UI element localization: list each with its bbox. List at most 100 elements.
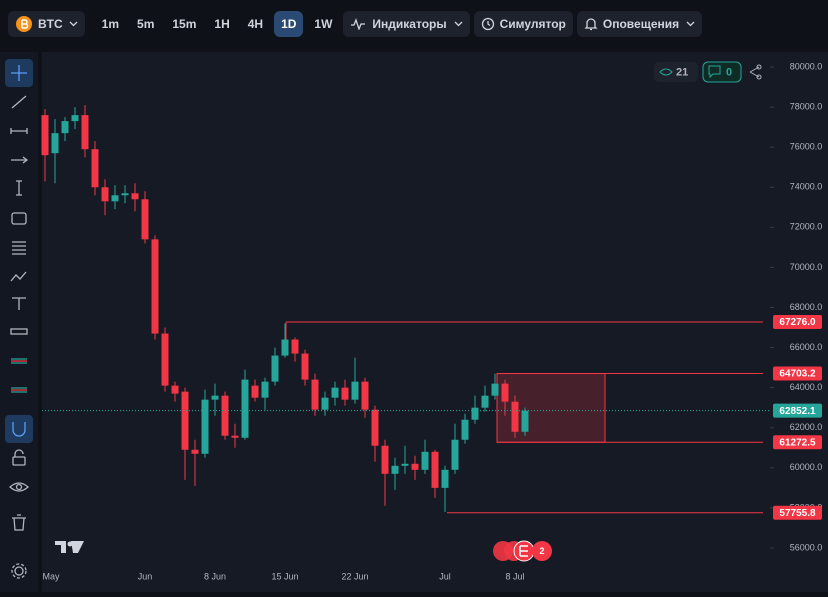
candle-body bbox=[221, 395, 229, 436]
last-price-box bbox=[773, 403, 822, 418]
x-tick-label: May bbox=[42, 571, 60, 581]
candle-body bbox=[311, 379, 319, 410]
y-tick-label: 80000.0 bbox=[790, 61, 823, 71]
tool-icons bbox=[5, 59, 33, 579]
candle-body bbox=[481, 395, 489, 408]
level-label: 67276.0 bbox=[779, 317, 816, 328]
candle-body bbox=[371, 409, 379, 446]
candle-body bbox=[91, 149, 99, 188]
trend-tool bbox=[11, 95, 27, 109]
share-dot bbox=[756, 64, 762, 70]
symbol: BTC bbox=[38, 16, 63, 31]
event-count-badge[interactable] bbox=[532, 541, 552, 561]
candle-body bbox=[81, 115, 89, 150]
candle-body bbox=[61, 121, 69, 134]
candle-body bbox=[281, 339, 289, 356]
interval-button[interactable]: 15m bbox=[172, 16, 197, 31]
candle-body bbox=[271, 355, 279, 382]
indicators-icon bbox=[351, 17, 366, 30]
candle-body bbox=[161, 333, 169, 386]
candle-body bbox=[131, 193, 139, 200]
candle-body bbox=[251, 385, 259, 398]
comments-badge bbox=[702, 61, 742, 83]
y-tick-label: 68000.0 bbox=[790, 302, 823, 312]
candle-body bbox=[301, 353, 309, 380]
events: 2 bbox=[493, 540, 552, 562]
level-label-box bbox=[773, 435, 822, 450]
x-tick-label: 8 Jun bbox=[204, 571, 226, 581]
event-count: 2 bbox=[539, 546, 544, 556]
event-glyph bbox=[519, 545, 528, 557]
candle-body bbox=[241, 379, 249, 438]
y-tick-label: 76000.0 bbox=[790, 142, 823, 152]
interval-button[interactable]: 4H bbox=[247, 16, 264, 31]
tv-logo bbox=[55, 541, 84, 553]
indicators-button[interactable]: Индикаторы bbox=[343, 10, 470, 37]
level-label-box bbox=[773, 314, 822, 329]
candle-body bbox=[341, 387, 349, 400]
candle-body bbox=[211, 395, 219, 400]
candle-body bbox=[291, 339, 299, 354]
comments-count: 0 bbox=[726, 66, 732, 78]
share-dot bbox=[756, 74, 762, 80]
y-tick-label: 66000.0 bbox=[790, 342, 823, 352]
chevron bbox=[69, 21, 78, 26]
interval-button[interactable]: 1H bbox=[214, 16, 230, 31]
candle-body bbox=[51, 133, 59, 154]
last-price-label: 62852.1 bbox=[779, 406, 816, 417]
candle-body bbox=[491, 383, 499, 396]
candle-body bbox=[421, 451, 429, 470]
x-tick-label: 15 Jun bbox=[271, 571, 298, 581]
interval-button[interactable]: 1m bbox=[101, 16, 120, 31]
level-label: 64703.2 bbox=[779, 369, 816, 380]
candle-body bbox=[101, 187, 109, 202]
y-tick-label: 70000.0 bbox=[790, 262, 823, 272]
drawing-toolbar bbox=[0, 52, 38, 592]
top-toolbar: BTC 1m 5m 15m 1H 4H 1D 1W Индикаторы Сим… bbox=[0, 0, 828, 47]
interval-button[interactable]: 5m bbox=[137, 16, 155, 31]
candle-body bbox=[451, 439, 459, 470]
candle-body bbox=[321, 397, 329, 410]
comment-icon bbox=[708, 65, 721, 79]
alerts-button[interactable]: Оповещения bbox=[576, 10, 703, 37]
y-tick-label: 74000.0 bbox=[790, 182, 823, 192]
candle-body bbox=[71, 115, 79, 122]
candle-body bbox=[121, 193, 129, 196]
views-count: 21 bbox=[676, 66, 688, 78]
alerts-label: Оповещения bbox=[602, 16, 680, 31]
level-label-box bbox=[773, 505, 822, 520]
simulator-button[interactable]: Симулятор bbox=[473, 10, 573, 37]
interval-button[interactable]: 1D bbox=[274, 10, 304, 37]
candle-body bbox=[111, 195, 119, 202]
views-badge bbox=[654, 62, 698, 82]
candle-body bbox=[151, 239, 159, 334]
badges: 21 0 bbox=[654, 61, 762, 83]
simulator-label: Симулятор bbox=[499, 16, 566, 31]
candle-body bbox=[361, 381, 369, 410]
tv-logo-dot bbox=[67, 541, 73, 547]
y-tick-label: 78000.0 bbox=[790, 101, 823, 111]
level-label-box bbox=[773, 366, 822, 381]
x-tick-label: Jun bbox=[138, 571, 153, 581]
eye-icon bbox=[659, 68, 673, 76]
y-tick-label: 64000.0 bbox=[790, 382, 823, 392]
candle-body bbox=[411, 463, 419, 470]
interval-button[interactable]: 1W bbox=[314, 16, 333, 31]
x-tick-label: 8 Jul bbox=[505, 571, 524, 581]
candle-body bbox=[141, 199, 149, 240]
chevron bbox=[454, 21, 463, 26]
candle-body bbox=[401, 463, 409, 466]
candle-body bbox=[261, 381, 269, 398]
candle-body bbox=[201, 399, 209, 454]
candle-body bbox=[521, 410, 529, 432]
y-tick-label: 56000.0 bbox=[790, 542, 823, 552]
candle-body bbox=[471, 407, 479, 420]
candle-body bbox=[501, 383, 509, 402]
candle-body bbox=[441, 469, 449, 488]
symbol-button[interactable]: BTC bbox=[8, 10, 85, 37]
candle-body bbox=[351, 381, 359, 400]
candle-body bbox=[431, 451, 439, 488]
candle-body bbox=[181, 391, 189, 450]
y-tick-label: 72000.0 bbox=[790, 222, 823, 232]
